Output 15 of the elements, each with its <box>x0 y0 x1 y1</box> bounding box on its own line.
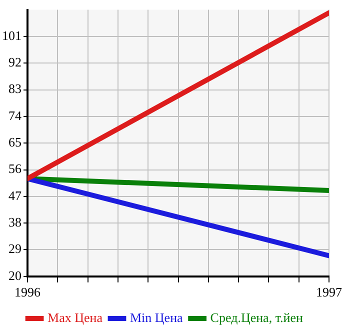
legend-label: Min Цена <box>130 310 184 325</box>
y-tick-label: 38 <box>8 214 22 230</box>
y-tick-label: 56 <box>8 161 22 176</box>
y-tick-label: 83 <box>8 81 22 96</box>
y-tick-label: 47 <box>8 188 22 203</box>
x-tick-label: 1996 <box>14 284 41 300</box>
y-tick-label: 101 <box>2 28 22 43</box>
y-tick-label: 74 <box>8 108 22 123</box>
y-tick-label: 92 <box>8 54 22 70</box>
y-tick-label: 29 <box>8 241 22 256</box>
legend-label: Max Цена <box>48 310 103 325</box>
y-tick-label: 65 <box>8 134 22 150</box>
legend-label: Сред.Цена, т.йен <box>210 310 304 325</box>
x-tick-label: 1997 <box>316 284 342 300</box>
y-tick-label: 20 <box>8 268 22 283</box>
